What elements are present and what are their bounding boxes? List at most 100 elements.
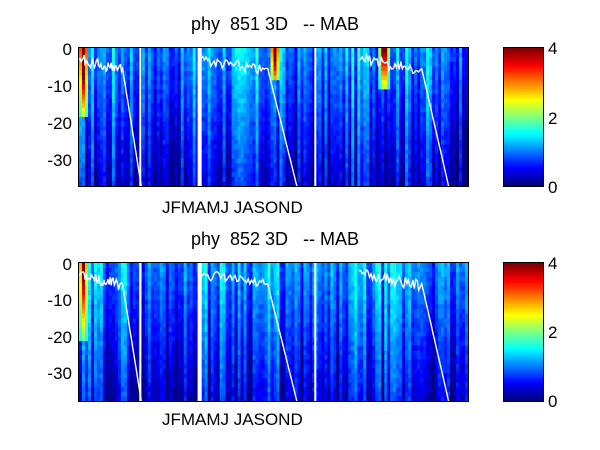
heatmap-cell: [273, 66, 278, 72]
heatmap-cell: [159, 391, 164, 397]
heatmap-cell: [159, 112, 164, 118]
heatmap-cell: [186, 130, 191, 136]
heatmap-cell: [261, 144, 266, 150]
heatmap-cell: [294, 112, 299, 118]
y-tick-label: 0: [62, 40, 72, 59]
heatmap-cell: [165, 350, 170, 356]
heatmap-cell: [135, 75, 140, 81]
heatmap-cell: [108, 94, 113, 100]
heatmap-cell: [444, 84, 448, 90]
heatmap-cell: [201, 84, 206, 90]
heatmap-cell: [213, 153, 218, 159]
heatmap-cell: [237, 176, 242, 182]
heatmap-cell: [174, 290, 179, 296]
heatmap-cell: [186, 75, 191, 81]
heatmap-cell: [87, 144, 92, 150]
heatmap-cell: [345, 158, 349, 164]
heatmap-cell: [105, 299, 110, 305]
heatmap-cell: [288, 84, 293, 90]
heatmap-cell: [81, 126, 86, 132]
heatmap-cell: [225, 52, 230, 58]
heatmap-cell: [79, 176, 83, 182]
heatmap-cell: [150, 144, 155, 150]
heatmap-cell: [351, 98, 355, 104]
heatmap-cell: [180, 71, 185, 77]
heatmap-cell: [99, 313, 104, 319]
heatmap-cell: [120, 167, 125, 173]
heatmap-cell: [399, 117, 403, 123]
heatmap-cell: [123, 126, 128, 132]
heatmap-cell: [180, 167, 185, 173]
heatmap-cell: [264, 71, 269, 77]
heatmap-cell: [309, 80, 313, 86]
heatmap-cell: [423, 167, 427, 173]
heatmap-cell: [144, 172, 149, 178]
heatmap-cell: [165, 84, 170, 90]
heatmap-cell: [291, 103, 296, 109]
heatmap-cell: [156, 66, 161, 72]
heatmap-cell: [153, 373, 158, 379]
heatmap-cell: [126, 52, 131, 58]
heatmap-cell: [336, 107, 340, 113]
heatmap-cell: [120, 267, 125, 273]
heatmap-cell: [465, 71, 468, 77]
heatmap-cell: [255, 80, 260, 86]
heatmap-cell: [330, 140, 334, 146]
heatmap-cell: [450, 52, 454, 58]
heatmap-cell: [135, 80, 140, 86]
heatmap-cell: [141, 181, 146, 186]
heatmap-cell: [177, 263, 182, 269]
heatmap-cell: [375, 48, 379, 54]
heatmap-cell: [345, 181, 349, 186]
colorbar-swatch: [504, 121, 543, 125]
heatmap-cell: [120, 149, 125, 155]
heatmap-cell: [228, 98, 233, 104]
heatmap-cell: [246, 121, 251, 127]
heatmap-cell: [222, 121, 227, 127]
heatmap-cell: [165, 263, 170, 269]
heatmap-plot: [78, 47, 469, 187]
heatmap-cell: [267, 89, 272, 95]
heatmap-cell: [366, 75, 370, 81]
heatmap-cell: [345, 176, 349, 182]
heatmap-cell: [231, 130, 236, 136]
heatmap-cell: [402, 98, 406, 104]
heatmap-cell: [366, 130, 370, 136]
heatmap-cell: [456, 167, 460, 173]
heatmap-cell: [96, 313, 101, 319]
heatmap-cell: [300, 107, 305, 113]
heatmap-cell: [171, 84, 176, 90]
heatmap-cell: [372, 130, 376, 136]
heatmap-cell: [141, 144, 146, 150]
heatmap-cell: [171, 267, 176, 273]
heatmap-cell: [291, 52, 296, 58]
heatmap-cell: [219, 121, 224, 127]
heatmap-cell: [141, 80, 146, 86]
heatmap-cell: [321, 153, 325, 159]
heatmap-cell: [213, 126, 218, 132]
heatmap-cell: [81, 304, 86, 310]
heatmap-cell: [438, 167, 442, 173]
heatmap-cell: [228, 94, 233, 100]
heatmap-cell: [303, 144, 308, 150]
heatmap-cell: [306, 126, 311, 132]
heatmap-cell: [237, 158, 242, 164]
heatmap-cell: [114, 149, 119, 155]
heatmap-cell: [108, 290, 113, 296]
heatmap-cell: [81, 75, 86, 81]
heatmap-cell: [189, 71, 194, 77]
heatmap-cell: [147, 364, 152, 370]
heatmap-cell: [156, 163, 161, 169]
heatmap-cell: [318, 112, 322, 118]
heatmap-cell: [237, 98, 242, 104]
heatmap-cell: [348, 181, 352, 186]
heatmap-cell: [213, 163, 218, 169]
heatmap-cell: [363, 153, 367, 159]
heatmap-cell: [369, 112, 373, 118]
heatmap-cell: [249, 57, 254, 63]
heatmap-cell: [219, 176, 224, 182]
heatmap-cell: [162, 158, 167, 164]
heatmap-cell: [270, 130, 275, 136]
heatmap-cell: [222, 103, 227, 109]
heatmap-cell: [375, 144, 379, 150]
